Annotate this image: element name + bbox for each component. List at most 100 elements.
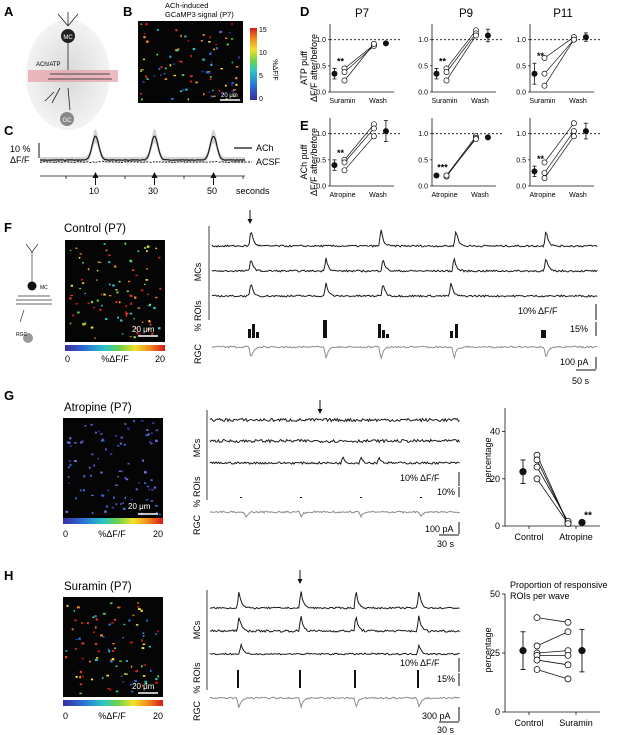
cell-roi <box>148 645 152 648</box>
cell-roi <box>96 279 98 281</box>
cell-roi <box>140 289 144 292</box>
cell-roi <box>164 67 167 70</box>
cell-roi <box>67 476 70 478</box>
cell-roi <box>147 433 150 436</box>
x-category-label: Wash <box>471 98 489 105</box>
cell-roi <box>164 78 168 80</box>
cell-roi <box>185 88 188 91</box>
cell-roi <box>172 63 176 65</box>
cell-roi <box>77 311 80 314</box>
cell-roi <box>176 49 179 52</box>
cell-roi <box>125 314 128 317</box>
roi-bar <box>541 330 546 338</box>
cell-roi <box>114 434 118 437</box>
mean-point <box>433 70 440 77</box>
colorbar-b <box>250 28 257 100</box>
cell-roi <box>79 287 82 290</box>
schematic-f-rgc-label: RGC <box>16 332 28 338</box>
colorbar-g-min: 0 <box>63 529 68 539</box>
pair-point-before <box>341 167 348 174</box>
cell-roi <box>123 444 126 446</box>
y-tick-label: 0.5 <box>516 157 526 164</box>
cell-roi <box>79 676 82 679</box>
colorbar-f-min: 0 <box>65 354 70 364</box>
gc-label: GC <box>63 118 73 124</box>
pair-line <box>446 138 477 176</box>
cell-roi <box>213 95 216 97</box>
cell-roi <box>101 677 104 679</box>
ganglion-cell-soma <box>60 112 74 126</box>
cell-roi <box>78 256 81 259</box>
cell-roi <box>135 274 138 276</box>
event-arrowhead <box>247 219 253 224</box>
mean-point <box>578 518 586 527</box>
cell-roi <box>111 506 114 509</box>
cell-roi <box>111 658 115 661</box>
roi-bar <box>420 497 422 498</box>
cell-roi <box>101 304 103 307</box>
schematic-f-mc <box>27 281 37 291</box>
cell-roi <box>209 78 212 81</box>
cell-roi <box>208 71 211 75</box>
cell-roi <box>69 437 72 440</box>
cell-roi <box>107 648 110 651</box>
mean-point <box>531 168 538 175</box>
roi-bar <box>455 324 458 338</box>
cell-roi <box>115 690 119 693</box>
cell-roi <box>159 513 161 516</box>
cell-roi <box>146 485 150 488</box>
cell-roi <box>235 83 238 86</box>
cell-roi <box>99 308 102 311</box>
cell-roi <box>226 43 229 46</box>
cell-roi <box>89 474 92 477</box>
cell-roi <box>175 29 178 32</box>
cell-roi <box>95 626 97 629</box>
cell-roi <box>140 609 143 612</box>
pair-line <box>446 30 477 69</box>
cell-roi <box>78 637 81 640</box>
cell-roi <box>180 90 183 92</box>
significance-stars: ** <box>537 51 545 61</box>
y-tick-label: 0.0 <box>316 184 326 191</box>
cell-roi <box>113 618 117 621</box>
cell-roi <box>108 261 111 264</box>
pair-point-after <box>570 133 577 140</box>
panel-g-scale-s: 30 s <box>437 539 455 549</box>
cell-roi <box>231 90 234 93</box>
cell-roi <box>65 510 68 513</box>
significance-stars: ** <box>439 56 447 66</box>
cell-roi <box>125 673 128 675</box>
cell-roi <box>148 488 150 491</box>
cell-roi <box>118 470 122 472</box>
acsf-trace <box>39 160 246 164</box>
panel-e-plot-2: 0.0 0.5 1.0 *** Atropine Wash <box>418 118 502 199</box>
cell-roi <box>123 623 126 626</box>
cell-roi <box>107 688 110 690</box>
roi-bar <box>237 670 239 688</box>
x-category-label: Wash <box>569 98 587 105</box>
pair-point-before <box>533 666 541 673</box>
panel-f-scale-s: 50 s <box>572 376 590 386</box>
pair-line <box>344 43 375 81</box>
colorbar-b-tick-0: 0 <box>259 96 263 103</box>
cell-roi <box>117 445 120 447</box>
panel-g-scale-df: 10% ΔF/F <box>400 473 440 483</box>
mean-point <box>331 70 338 77</box>
roi-bar <box>417 670 419 688</box>
scalebar-g-label: 20 μm <box>128 502 151 511</box>
event-arrowhead <box>297 579 303 584</box>
legend-acsf-label: ACSF <box>256 157 281 167</box>
cell-roi <box>149 303 152 306</box>
activity-trace <box>209 615 460 633</box>
panel-h-scale-pa: 300 pA <box>422 711 451 721</box>
panel-c-tick-50: 50 <box>207 186 217 196</box>
panel-h-plot-title-2: ROIs per wave <box>510 591 570 601</box>
cell-roi <box>120 675 123 677</box>
cell-roi <box>224 84 227 87</box>
pair-line <box>536 669 569 680</box>
cell-roi <box>130 690 134 693</box>
cell-roi <box>237 56 240 59</box>
cell-roi <box>91 512 94 514</box>
pair-point-after <box>370 133 377 140</box>
